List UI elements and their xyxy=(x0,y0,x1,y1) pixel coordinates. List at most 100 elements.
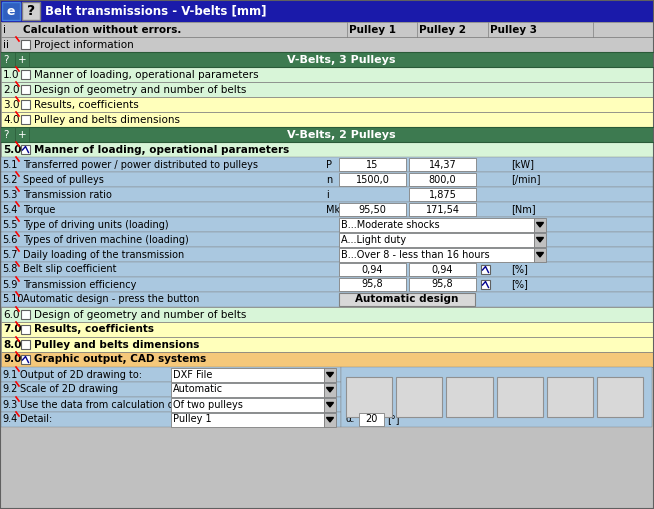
Bar xyxy=(409,158,476,171)
Text: Belt slip coefficient: Belt slip coefficient xyxy=(23,265,116,274)
Text: 8.0: 8.0 xyxy=(3,340,22,350)
Text: A...Light duty: A...Light duty xyxy=(341,235,406,244)
Bar xyxy=(1,157,653,172)
Text: [%]: [%] xyxy=(511,279,528,290)
Text: 1.0: 1.0 xyxy=(3,70,20,79)
Text: Speed of pulleys: Speed of pulleys xyxy=(23,175,104,184)
Text: Results, coefficients: Results, coefficients xyxy=(34,99,139,109)
Text: i: i xyxy=(326,189,329,200)
Bar xyxy=(409,263,476,276)
Text: 0,94: 0,94 xyxy=(432,265,453,274)
Text: i: i xyxy=(3,24,6,35)
Text: α.: α. xyxy=(346,414,355,425)
Bar xyxy=(1,382,341,397)
Text: Design of geometry and number of belts: Design of geometry and number of belts xyxy=(34,84,247,95)
Bar xyxy=(339,233,534,246)
Bar xyxy=(481,280,490,289)
Bar xyxy=(346,377,392,417)
Bar xyxy=(1,127,653,142)
Text: Types of driven machine (loading): Types of driven machine (loading) xyxy=(23,235,189,244)
Text: 95,50: 95,50 xyxy=(358,205,387,214)
Text: P: P xyxy=(326,159,332,169)
Bar xyxy=(171,398,324,411)
Text: B...Over 8 - less than 16 hours: B...Over 8 - less than 16 hours xyxy=(341,249,490,260)
Text: ?: ? xyxy=(27,4,35,18)
Text: V-Belts, 3 Pulleys: V-Belts, 3 Pulleys xyxy=(286,54,395,65)
Bar xyxy=(1,307,653,322)
Text: 5.10: 5.10 xyxy=(2,295,24,304)
Text: Pulley 1: Pulley 1 xyxy=(349,24,396,35)
Bar xyxy=(547,377,593,417)
Bar xyxy=(1,337,653,352)
Text: 20: 20 xyxy=(366,414,378,425)
Bar xyxy=(1,97,653,112)
Bar xyxy=(1,202,653,217)
Text: 1500,0: 1500,0 xyxy=(356,175,389,184)
Bar xyxy=(21,40,30,49)
Bar xyxy=(1,0,653,22)
Polygon shape xyxy=(326,403,334,407)
Bar xyxy=(1,37,653,52)
Bar xyxy=(496,377,543,417)
Text: 7.0: 7.0 xyxy=(3,325,22,334)
Text: +: + xyxy=(18,129,27,139)
Bar xyxy=(324,367,336,382)
Bar xyxy=(21,325,30,334)
Text: B...Moderate shocks: B...Moderate shocks xyxy=(341,219,439,230)
Text: 4.0: 4.0 xyxy=(3,115,20,125)
Text: Design of geometry and number of belts: Design of geometry and number of belts xyxy=(34,309,247,320)
Bar xyxy=(1,352,653,367)
Bar xyxy=(1,82,653,97)
Text: 95,8: 95,8 xyxy=(432,279,453,290)
Bar xyxy=(534,247,546,262)
Bar xyxy=(1,67,653,82)
Text: 5.0: 5.0 xyxy=(3,145,22,155)
Bar xyxy=(1,277,653,292)
Text: Pulley 3: Pulley 3 xyxy=(490,24,537,35)
Text: 5.4: 5.4 xyxy=(2,205,18,214)
Text: Type of driving units (loading): Type of driving units (loading) xyxy=(23,219,169,230)
Bar xyxy=(534,217,546,232)
Bar xyxy=(1,52,653,67)
Bar xyxy=(324,398,336,411)
Text: 5.6: 5.6 xyxy=(2,235,18,244)
Bar xyxy=(1,367,341,382)
Bar xyxy=(21,310,30,319)
Bar xyxy=(1,172,653,187)
Text: ?: ? xyxy=(3,54,9,65)
Text: Daily loading of the transmission: Daily loading of the transmission xyxy=(23,249,184,260)
Text: Belt transmissions - V-belts [mm]: Belt transmissions - V-belts [mm] xyxy=(45,5,266,17)
Bar xyxy=(1,247,653,262)
Text: 3.0: 3.0 xyxy=(3,99,20,109)
Text: 5.7: 5.7 xyxy=(2,249,18,260)
Bar xyxy=(1,397,341,412)
Text: Mk: Mk xyxy=(326,205,340,214)
Bar xyxy=(481,265,490,274)
Polygon shape xyxy=(326,373,334,377)
Bar xyxy=(324,412,336,427)
Text: Calculation without errors.: Calculation without errors. xyxy=(23,24,181,35)
Bar xyxy=(341,367,652,427)
Text: Manner of loading, operational parameters: Manner of loading, operational parameter… xyxy=(34,145,289,155)
Text: 9.3: 9.3 xyxy=(2,400,17,410)
Bar xyxy=(339,293,475,306)
Text: Pulley and belts dimensions: Pulley and belts dimensions xyxy=(34,340,199,350)
Text: Transmission ratio: Transmission ratio xyxy=(23,189,112,200)
Bar xyxy=(409,173,476,186)
Text: Transferred power / power distributed to pulleys: Transferred power / power distributed to… xyxy=(23,159,258,169)
Text: Pulley and belts dimensions: Pulley and belts dimensions xyxy=(34,115,180,125)
Bar xyxy=(446,377,492,417)
Text: DXF File: DXF File xyxy=(173,370,213,380)
Text: Of two pulleys: Of two pulleys xyxy=(173,400,243,410)
Text: Automatic design - press the button: Automatic design - press the button xyxy=(23,295,199,304)
Bar xyxy=(359,413,384,426)
Text: Graphic output, CAD systems: Graphic output, CAD systems xyxy=(34,354,206,364)
Text: 5.3: 5.3 xyxy=(2,189,18,200)
Text: V-Belts, 2 Pulleys: V-Belts, 2 Pulleys xyxy=(286,129,395,139)
Text: 1,875: 1,875 xyxy=(428,189,456,200)
Text: 9.2: 9.2 xyxy=(2,384,18,394)
Text: [/min]: [/min] xyxy=(511,175,540,184)
Text: ?: ? xyxy=(3,129,9,139)
Text: 95,8: 95,8 xyxy=(362,279,383,290)
Text: Pulley 1: Pulley 1 xyxy=(173,414,212,425)
